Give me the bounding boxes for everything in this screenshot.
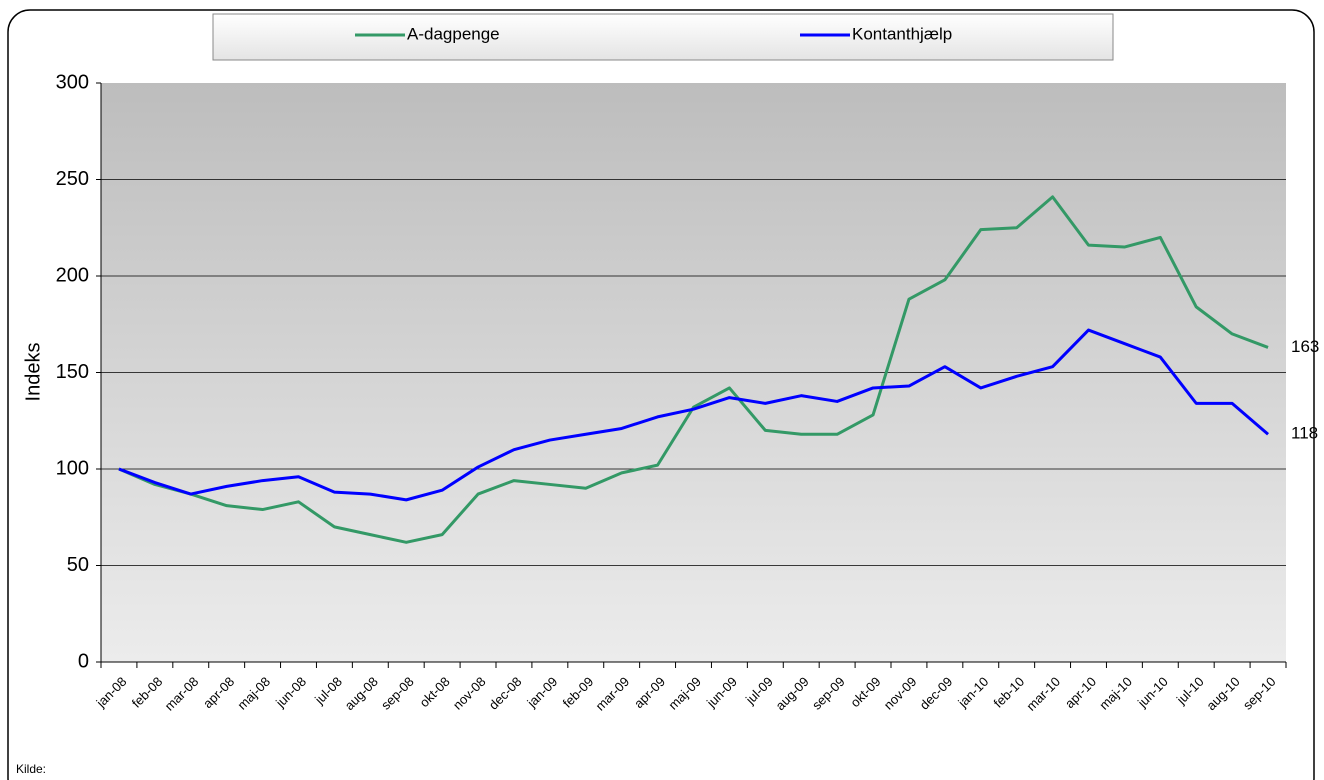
x-tick-label: jun-09 bbox=[703, 674, 740, 711]
source: Kilde: bbox=[16, 762, 46, 776]
x-tick-label: apr-09 bbox=[631, 674, 668, 711]
y-tick-label: 50 bbox=[67, 554, 89, 576]
x-tick-label: jul-09 bbox=[742, 674, 776, 708]
x-tick-label: feb-10 bbox=[991, 674, 1028, 711]
x-tick-label: apr-10 bbox=[1062, 674, 1099, 711]
x-tick-label: nov-09 bbox=[881, 674, 920, 713]
x-tick-label: jun-10 bbox=[1134, 674, 1171, 711]
series-line bbox=[118, 195, 1269, 544]
x-tick-label: sep-09 bbox=[809, 674, 848, 713]
x-tick-label: apr-08 bbox=[200, 674, 237, 711]
x-tick-label: aug-10 bbox=[1203, 674, 1242, 713]
x-tick-label: okt-09 bbox=[847, 674, 883, 710]
x-tick-label: sep-10 bbox=[1240, 674, 1279, 713]
x-tick-label: sep-08 bbox=[378, 674, 417, 713]
x-tick-label: maj-09 bbox=[665, 674, 704, 713]
x-tick-label: dec-09 bbox=[917, 674, 956, 713]
y-tick-label: 300 bbox=[56, 71, 89, 93]
legend bbox=[212, 13, 1114, 61]
x-tick-label: maj-10 bbox=[1096, 674, 1135, 713]
chart-border bbox=[7, 9, 1315, 780]
y-tick-label: 150 bbox=[56, 361, 89, 383]
x-tick-label: dec-08 bbox=[486, 674, 525, 713]
x-tick-label: maj-08 bbox=[234, 674, 273, 713]
x-tick-label: jan-08 bbox=[93, 674, 130, 711]
y-tick-label: 100 bbox=[56, 457, 89, 479]
y-axis-label: Indeks bbox=[22, 343, 44, 402]
y-tick-label: 200 bbox=[56, 264, 89, 286]
legend-label: Kontanthjælp bbox=[852, 24, 952, 43]
x-tick-label: jan-09 bbox=[524, 674, 561, 711]
x-tick-label: jan-10 bbox=[954, 674, 991, 711]
x-tick-label: mar-08 bbox=[162, 674, 202, 714]
x-tick-label: mar-09 bbox=[593, 674, 633, 714]
y-tick-label: 250 bbox=[56, 168, 89, 190]
legend-label: A-dagpenge bbox=[407, 24, 500, 43]
x-tick-label: aug-08 bbox=[342, 674, 381, 713]
end-label: 163 bbox=[1291, 337, 1319, 356]
x-tick-label: feb-08 bbox=[129, 674, 166, 711]
y-tick-label: 0 bbox=[78, 650, 89, 672]
series-line bbox=[118, 328, 1270, 502]
x-tick-label: mar-10 bbox=[1023, 674, 1063, 714]
end-label: 118 bbox=[1291, 424, 1318, 443]
x-tick-label: okt-08 bbox=[417, 674, 453, 710]
x-tick-label: jun-08 bbox=[272, 674, 309, 711]
x-tick-label: feb-09 bbox=[560, 674, 597, 711]
x-tick-label: jul-08 bbox=[311, 674, 345, 708]
x-tick-label: nov-08 bbox=[450, 674, 489, 713]
x-tick-label: jul-10 bbox=[1173, 674, 1207, 708]
x-tick-label: aug-09 bbox=[773, 674, 812, 713]
